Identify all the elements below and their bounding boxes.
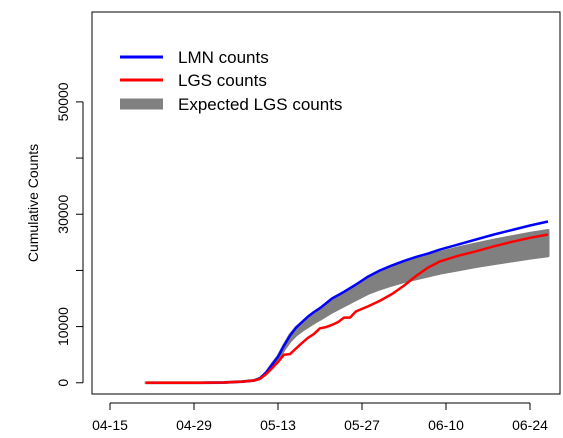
series-band-expected-lgs — [144, 229, 550, 385]
x-tick-label: 04-29 — [176, 417, 212, 433]
y-tick-label: 0 — [55, 379, 71, 387]
y-axis: 0 10000 30000 50000 — [55, 82, 84, 387]
series-line-lgs — [146, 233, 549, 385]
y-tick-label: 30000 — [55, 195, 71, 234]
expected-lgs-band — [144, 229, 550, 385]
legend: LMN counts LGS counts Expected LGS count… — [120, 48, 342, 114]
x-tick-label: 04-15 — [92, 417, 128, 433]
plot-border — [91, 11, 561, 395]
legend-label-expected-lgs: Expected LGS counts — [178, 95, 342, 114]
x-tick-label: 06-10 — [428, 417, 464, 433]
y-tick-label: 50000 — [55, 82, 71, 121]
legend-label-lgs: LGS counts — [178, 71, 267, 90]
y-tick-label: 10000 — [55, 307, 71, 346]
x-tick-label: 06-24 — [512, 417, 548, 433]
x-axis: 04-15 04-29 05-13 05-27 06-10 06-24 — [92, 402, 548, 433]
legend-label-lmn: LMN counts — [178, 48, 269, 67]
series-lines — [146, 220, 549, 385]
x-tick-label: 05-27 — [344, 417, 380, 433]
y-axis-title: Cumulative Counts — [25, 144, 41, 262]
x-tick-label: 05-13 — [260, 417, 296, 433]
